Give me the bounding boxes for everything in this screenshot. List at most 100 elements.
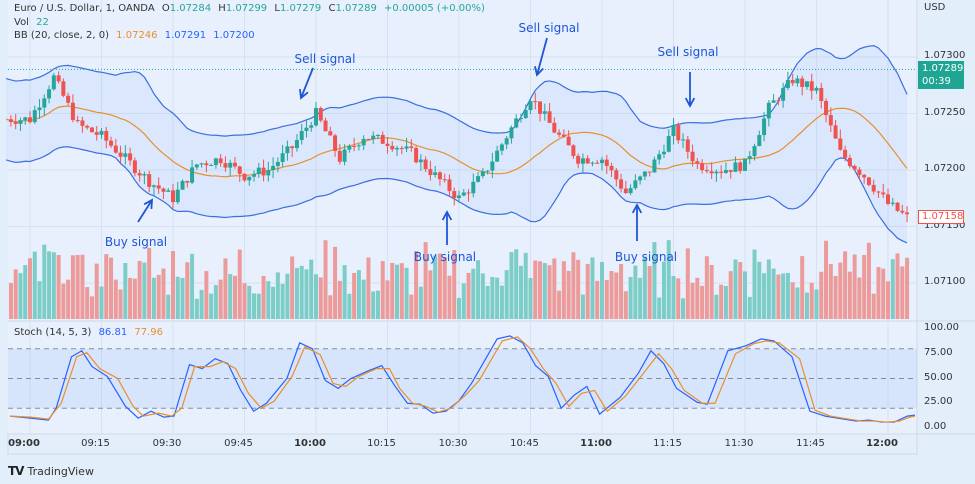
candle-body [280,153,285,162]
volume-legend[interactable]: Vol 22 [14,17,49,28]
volume-bar [819,271,824,319]
sell-arrow-icon [684,97,696,108]
stoch-legend[interactable]: Stoch (14, 5, 3) 86.81 77.96 [14,327,164,338]
volume-bar [452,250,457,319]
candle-body [866,177,871,185]
volume-bar [647,265,652,319]
volume-bar [457,297,461,319]
candle-body [333,135,338,151]
volume-bar [571,252,576,319]
candle-body [538,101,543,114]
candle-body [471,181,476,194]
candle-body [223,163,228,168]
candle-body [633,180,638,189]
candle-body [123,153,128,157]
volume-bar [790,282,795,319]
candle-body [752,146,757,157]
volume-bar [132,278,137,319]
volume-bar [56,254,61,319]
stoch-d-line [9,336,916,423]
volume-bar [204,271,209,319]
volume-bar [180,277,185,319]
candle-body [595,162,600,164]
volume-bar [51,252,56,319]
candle-body [89,127,94,133]
low-value: 1.07279 [279,3,322,14]
candle-body [876,191,881,193]
volume-bar [876,267,881,319]
time-tick: 11:15 [653,438,682,449]
candle-body [390,145,395,150]
candle-body [461,192,466,196]
volume-bar [504,270,509,319]
candle-body [175,189,180,203]
candle-body [371,135,376,140]
candle-body [785,79,790,88]
volume-bar [314,274,318,319]
time-tick: 09:00 [8,438,40,449]
bollinger-legend[interactable]: BB (20, close, 2, 0) 1.07246 1.07291 1.0… [14,30,255,41]
candle-body [118,152,123,157]
volume-bar [728,271,733,319]
volume-bar [290,256,295,319]
candle-body [375,134,380,136]
volume-bar [843,251,848,319]
volume-bar [428,270,433,319]
candle-body [566,136,571,146]
candle-body [256,167,261,175]
stoch-tick: 25.00 [924,396,953,408]
candle-body [80,120,85,126]
volume-bar [871,293,876,319]
candle-body [523,110,528,119]
volume-bar [190,253,195,319]
candle-body [142,174,147,176]
candle-body [209,165,214,167]
volume-bar [533,260,538,319]
volume-bar [156,274,161,319]
footer-branding[interactable]: TV TradingView [8,464,94,478]
volume-bar [695,277,700,319]
candle-body [294,139,299,149]
currency-label[interactable]: USD [924,2,946,13]
candle-body [552,122,557,133]
sell-signal-label: Sell signal [657,45,719,59]
candle-body [204,163,209,166]
candle-body [190,167,195,183]
candle-body [242,173,247,181]
time-tick: 09:15 [81,438,110,449]
candle-body [199,163,204,165]
volume-bar [795,287,800,319]
volume-bar [266,281,271,319]
candle-body [824,101,829,116]
stoch-k-value: 86.81 [98,327,128,338]
tradingview-logo-icon: TV [8,464,25,478]
volume-bar [385,280,390,319]
candle-body [309,125,314,128]
price-tick: 1.07150 [924,219,966,231]
candle-body [547,111,552,123]
candle-body [85,125,90,128]
volume-bar [890,259,895,319]
volume-bar [547,265,552,319]
sell-signal-label: Sell signal [294,52,356,66]
volume-bar [223,258,228,319]
candle-body [614,170,619,180]
sell-arrow-icon [299,88,309,100]
volume-bar [523,252,528,319]
candle-body [380,134,385,144]
candle-body [652,159,657,173]
volume-bar [437,253,442,319]
candle-body [709,171,714,174]
volume-bar [171,251,175,319]
bollinger-fill [6,45,908,243]
candle-body [695,161,700,164]
open-value: 1.07284 [169,3,212,14]
volume-bar [137,260,142,319]
volume-bar [590,257,595,319]
buy-arrow-icon [143,198,154,210]
candle-body [828,115,833,126]
candle-body [266,170,271,176]
symbol-title[interactable]: Euro / U.S. Dollar, 1, OANDA [14,3,155,14]
buy-arrow-icon [441,210,453,221]
